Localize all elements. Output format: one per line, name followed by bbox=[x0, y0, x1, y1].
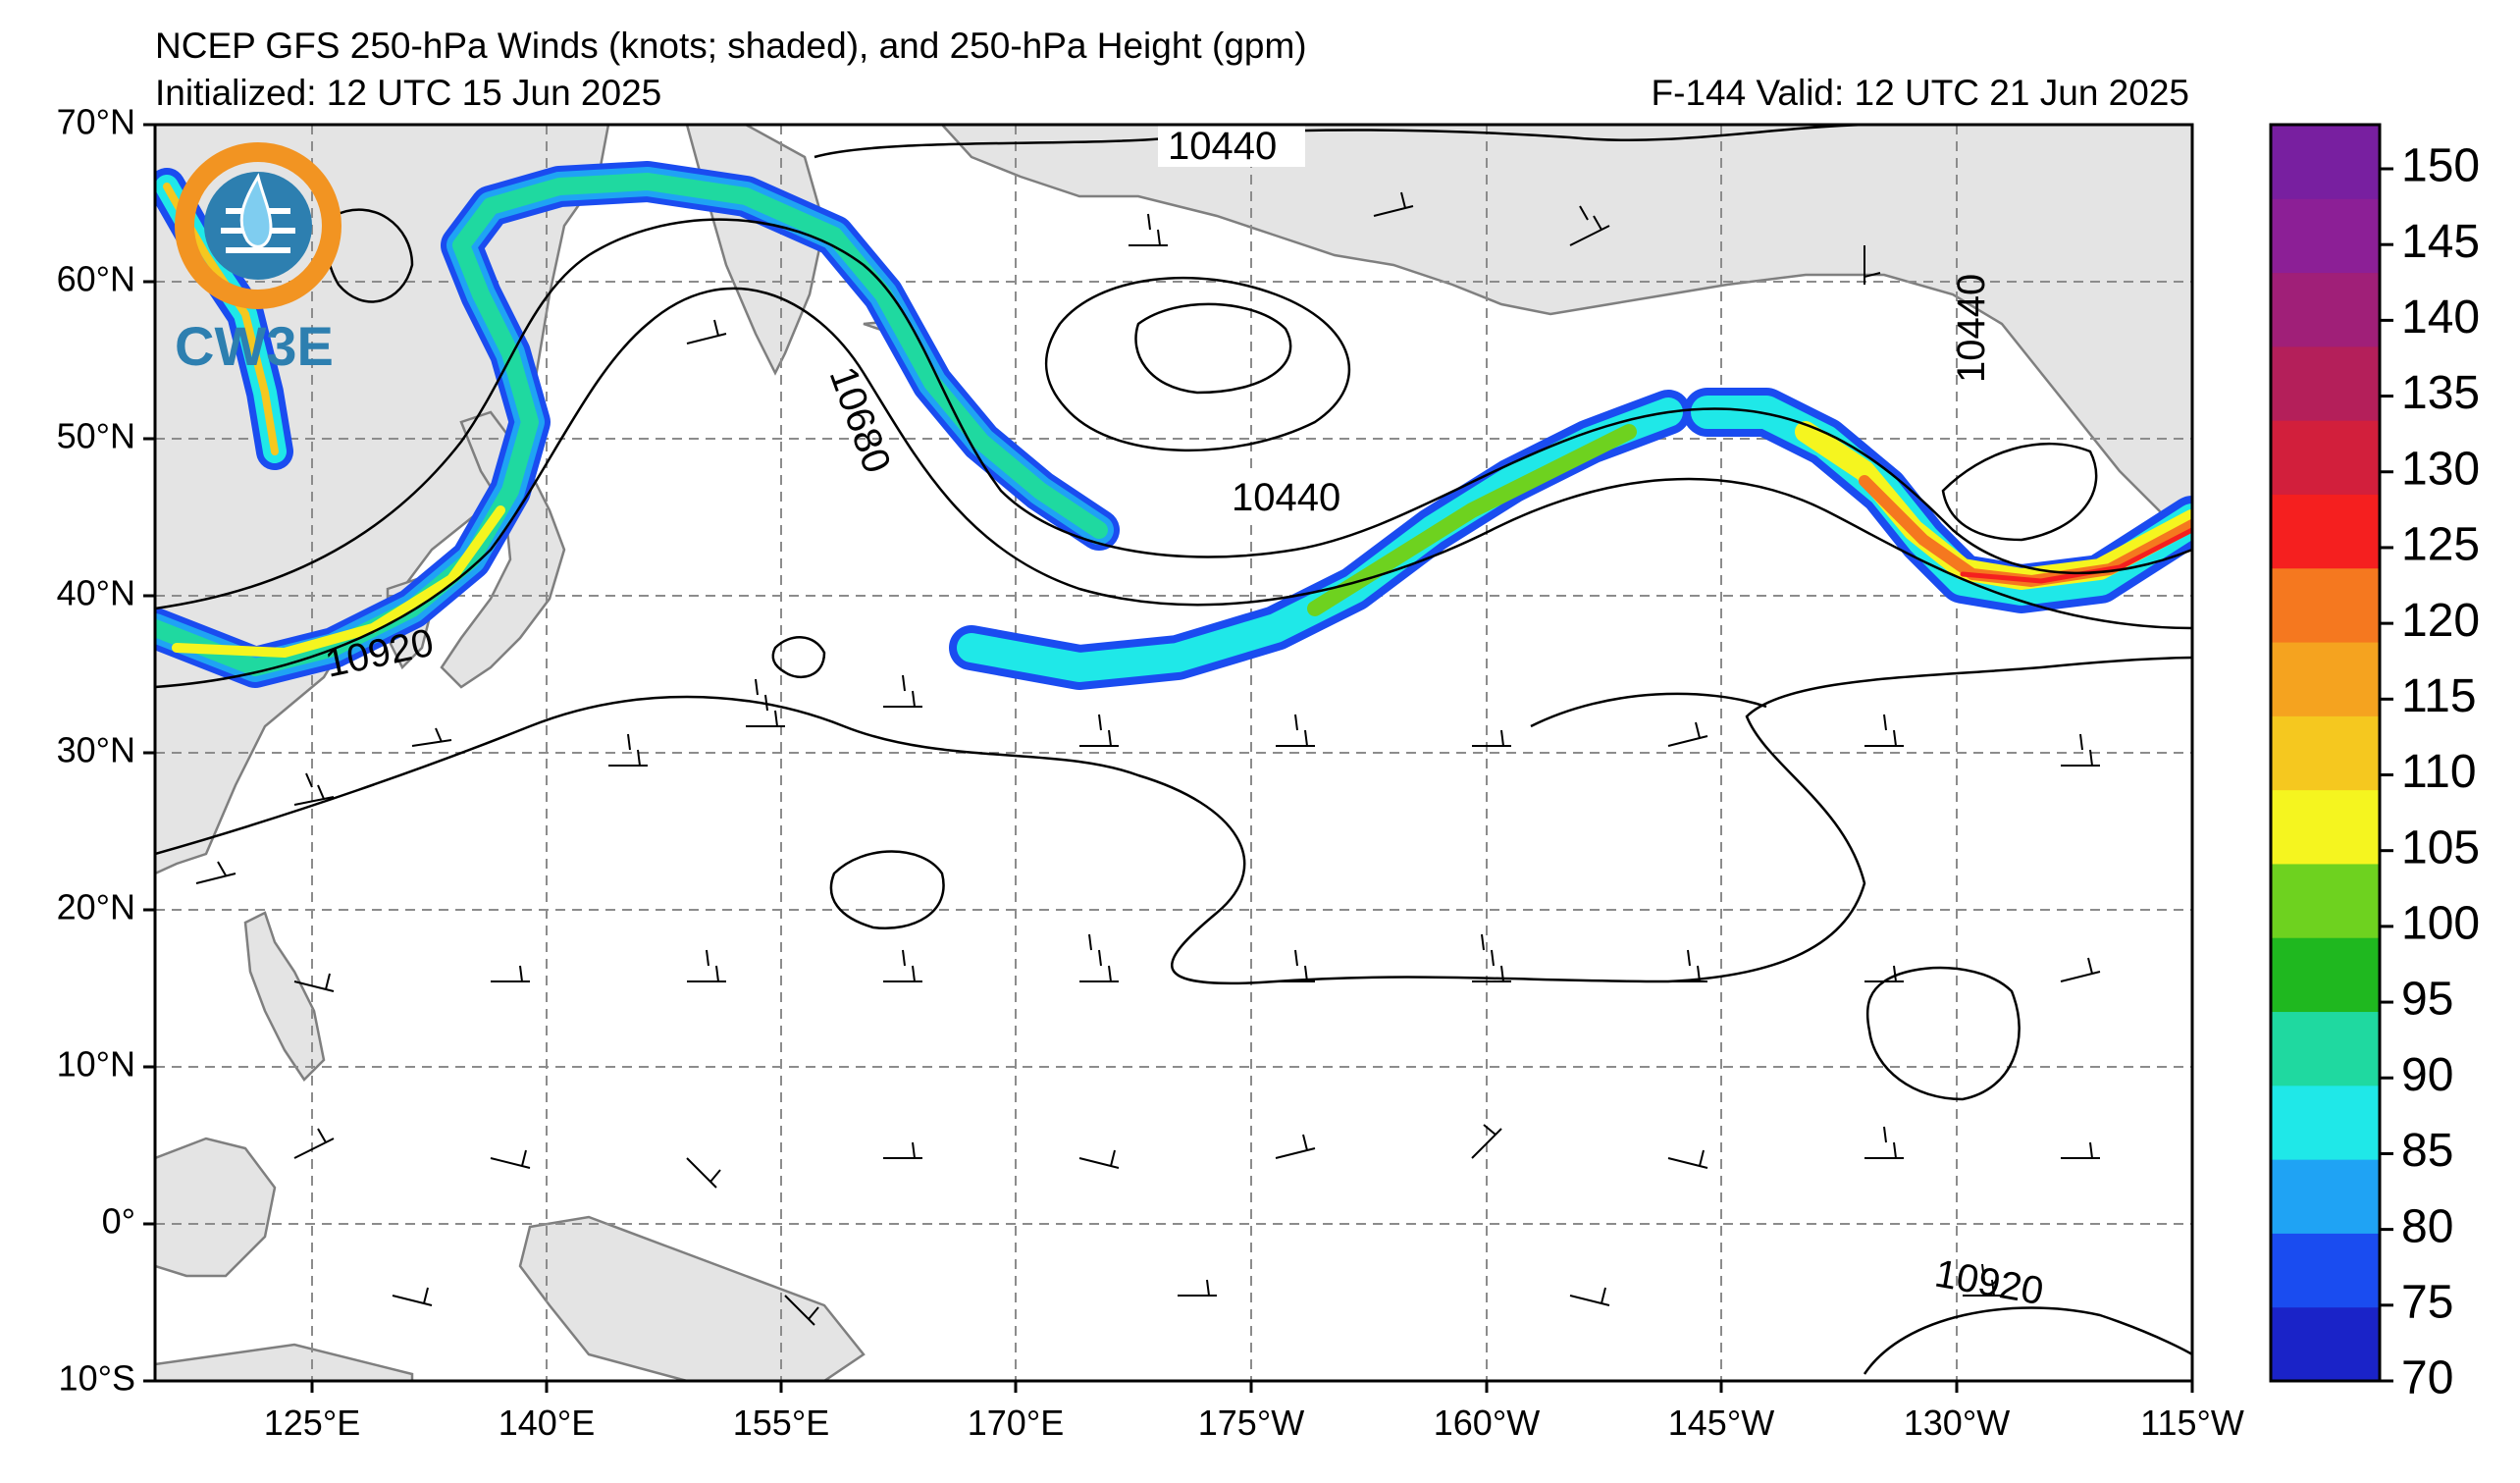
colorbar-label: 145 bbox=[2401, 216, 2480, 268]
init-time: Initialized: 12 UTC 15 Jun 2025 bbox=[155, 73, 662, 113]
logo-droplet-icon bbox=[239, 173, 273, 248]
colorbar-label: 105 bbox=[2401, 821, 2480, 874]
colorbar-label: 120 bbox=[2401, 595, 2480, 647]
contour-labels: 10440 10440 10440 10680 10920 10920 bbox=[322, 125, 2047, 1313]
lon-label-175w: 175°W bbox=[1198, 1403, 1304, 1443]
wind-barbs bbox=[195, 191, 2101, 1326]
colorbar-bin bbox=[2271, 1011, 2380, 1086]
colorbar-label: 75 bbox=[2401, 1276, 2453, 1328]
colorbar-labels: 150 145 140 135 130 125 120 115 110 105 100 95 90 85 8… bbox=[2401, 140, 2480, 1404]
height-contours bbox=[155, 125, 2192, 1375]
colorbar-label: 125 bbox=[2401, 519, 2480, 571]
colorbar-bin bbox=[2271, 1085, 2380, 1160]
map-title: NCEP GFS 250-hPa Winds (knots; shaded), … bbox=[155, 26, 1307, 66]
colorbar-label: 100 bbox=[2401, 898, 2480, 950]
lon-label-125e: 125°E bbox=[264, 1403, 360, 1443]
colorbar-label: 70 bbox=[2401, 1352, 2453, 1404]
lat-label-10s: 10°S bbox=[59, 1358, 135, 1399]
colorbar-label: 85 bbox=[2401, 1125, 2453, 1177]
colorbar-bin bbox=[2271, 789, 2380, 865]
lon-label-170e: 170°E bbox=[968, 1403, 1064, 1443]
latitude-labels: 70°N 60°N 50°N 40°N 30°N 20°N 10°N 0° 10… bbox=[57, 102, 135, 1399]
colorbar-label: 130 bbox=[2401, 443, 2480, 495]
longitude-labels: 125°E 140°E 155°E 170°E 175°W 160°W 145°… bbox=[264, 1403, 2244, 1443]
contour-label-10440-mid: 10440 bbox=[1232, 476, 1340, 519]
lat-label-60n: 60°N bbox=[57, 259, 135, 299]
lon-label-155e: 155°E bbox=[733, 1403, 829, 1443]
colorbar: 150 145 140 135 130 125 120 115 110 105 100 95 90 85 8… bbox=[2269, 123, 2480, 1404]
colorbar-bin bbox=[2271, 494, 2380, 569]
colorbar-label: 80 bbox=[2401, 1200, 2453, 1252]
lon-label-145w: 145°W bbox=[1668, 1403, 1774, 1443]
lon-label-115w: 115°W bbox=[2140, 1403, 2244, 1443]
lat-label-50n: 50°N bbox=[57, 416, 135, 456]
colorbar-bin bbox=[2271, 715, 2380, 791]
colorbar-label: 90 bbox=[2401, 1049, 2453, 1101]
lat-label-30n: 30°N bbox=[57, 730, 135, 770]
colorbar-bin bbox=[2271, 272, 2380, 347]
colorbar-ticks bbox=[2380, 167, 2393, 1383]
cw3e-logo: CW3E bbox=[175, 142, 341, 377]
colorbar-bin bbox=[2271, 1233, 2380, 1308]
colorbar-label: 110 bbox=[2401, 746, 2477, 798]
grid-lines bbox=[155, 125, 2192, 1381]
logo-text: CW3E bbox=[175, 315, 334, 377]
colorbar-bin bbox=[2271, 1159, 2380, 1234]
colorbar-label: 115 bbox=[2401, 670, 2477, 722]
lat-label-10n: 10°N bbox=[57, 1044, 135, 1085]
lon-label-160w: 160°W bbox=[1434, 1403, 1540, 1443]
colorbar-bin bbox=[2271, 642, 2380, 716]
colorbar-bin bbox=[2271, 198, 2380, 274]
colorbar-frame bbox=[2269, 123, 2382, 1383]
lat-label-40n: 40°N bbox=[57, 573, 135, 613]
colorbar-bin bbox=[2271, 1306, 2380, 1382]
contour-label-10440-east: 10440 bbox=[1950, 274, 1993, 383]
axis-ticks bbox=[143, 123, 2194, 1393]
colorbar-bin bbox=[2271, 937, 2380, 1013]
colorbar-bin bbox=[2271, 125, 2380, 199]
valid-time: F-144 Valid: 12 UTC 21 Jun 2025 bbox=[1651, 73, 2189, 113]
colorbar-bin bbox=[2271, 863, 2380, 938]
colorbar-label: 140 bbox=[2401, 291, 2480, 344]
lat-label-0: 0° bbox=[102, 1201, 135, 1242]
lon-label-140e: 140°E bbox=[499, 1403, 595, 1443]
colorbar-bin bbox=[2271, 567, 2380, 643]
lat-label-20n: 20°N bbox=[57, 887, 135, 927]
jet-stream-shading bbox=[155, 161, 2192, 690]
colorbar-bin bbox=[2271, 420, 2380, 495]
colorbar-bin bbox=[2271, 345, 2380, 421]
lat-label-70n: 70°N bbox=[57, 102, 135, 142]
colorbar-label: 150 bbox=[2401, 140, 2480, 192]
lon-label-130w: 130°W bbox=[1904, 1403, 2010, 1443]
logo-ring-icon bbox=[175, 142, 341, 309]
contour-label-10440-north: 10440 bbox=[1168, 125, 1277, 168]
colorbar-label: 95 bbox=[2401, 974, 2453, 1026]
colorbar-bins bbox=[2271, 125, 2380, 1382]
colorbar-label: 135 bbox=[2401, 367, 2480, 419]
